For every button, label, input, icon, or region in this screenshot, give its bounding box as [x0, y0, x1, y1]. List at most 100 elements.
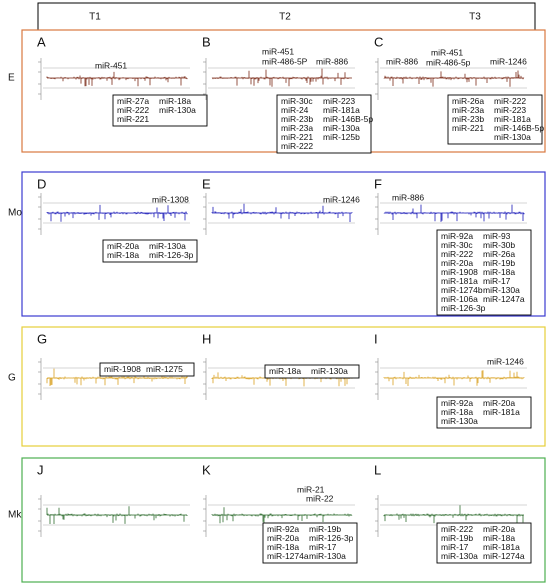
mirna-box-item: miR-1274a [483, 551, 525, 561]
mirna-box-item: miR-181a [323, 105, 360, 115]
mirna-box-item: miR-20a [267, 533, 299, 543]
mirna-box-item: miR-1274b [441, 285, 483, 295]
mirna-box-item: miR-18a [107, 250, 139, 260]
mirna-box: miR-18a miR-130a [264, 364, 360, 379]
panel-letter: A [37, 34, 46, 49]
mirna-box: miR-92amiR-30cmiR-222miR-20amiR-1908miR-… [436, 229, 532, 316]
mirna-box-item: miR-181a [483, 407, 520, 417]
mirna-box: miR-222miR-19bmiR-17miR-130amiR-20amiR-1… [436, 522, 532, 564]
mirna-box-item: miR-130a [309, 551, 346, 561]
mirna-label: miR-21 [297, 484, 325, 494]
panel-letter: L [374, 462, 381, 477]
column-header: T1 [89, 12, 101, 23]
mirna-label: miR-1246 [323, 194, 360, 204]
mirna-box-item: miR-93 [483, 231, 511, 241]
mirna-box-item: miR-19b [483, 258, 515, 268]
mirna-box-item: miR-130a [483, 285, 520, 295]
mirna-box-item: miR-92a [441, 398, 473, 408]
panel-letter: D [37, 176, 46, 191]
mirna-label: miR-886 [316, 56, 348, 66]
mirna-box-item: miR-18a [441, 407, 473, 417]
mirna-label: miR-886 [386, 56, 418, 66]
panel-letter: E [202, 176, 211, 191]
mirna-box-item: miR-26a [483, 249, 515, 259]
mirna-box-item: miR-130a [159, 105, 196, 115]
mirna-label: miR-486-5p [426, 57, 471, 67]
mirna-box-item: miR-130a [441, 551, 478, 561]
mirna-box-item: miR-221 [452, 123, 484, 133]
mirna-label: miR-1246 [490, 56, 527, 66]
mirna-box-item: miR-19b [309, 524, 341, 534]
mirna-box-item: miR-125b [323, 132, 360, 142]
row-label: G [8, 373, 16, 384]
row-box [21, 171, 546, 317]
mirna-box-item: miR-221 [117, 114, 149, 124]
mirna-box-item: miR-181a [441, 276, 478, 286]
panel-letter: K [202, 462, 211, 477]
mirna-box-item: miR-30c [281, 96, 313, 106]
mirna-box-item: miR-126-3p [149, 250, 194, 260]
panel-letter: B [202, 34, 211, 49]
panel-letter: J [37, 462, 44, 477]
mirna-label: miR-1246 [487, 356, 524, 366]
mirna-box-item: miR-1275 [146, 364, 183, 374]
mirna-box-item: miR-221 [281, 132, 313, 142]
trace [46, 204, 188, 222]
panel-letter: C [374, 34, 383, 49]
mirna-box-item: miR-146B-5p [323, 114, 373, 124]
mirna-label: miR-886 [392, 192, 424, 202]
row-label: Mo [8, 208, 22, 219]
mirna-label: miR-1308 [152, 194, 189, 204]
mirna-box-frame [112, 94, 208, 127]
mirna-box-item: miR-20a [441, 258, 473, 268]
mirna-box-item: miR-24 [281, 105, 309, 115]
row-label: E [8, 73, 15, 84]
mirna-box-item: miR-18a [483, 267, 515, 277]
mirna-label: miR-451 [95, 60, 127, 70]
mirna-box-item: miR-23a [452, 105, 484, 115]
mirna-box-frame [262, 522, 358, 564]
mirna-box-item: miR-1908 [441, 267, 478, 277]
mirna-label: miR-451 [262, 46, 294, 56]
mirna-box-frame [447, 94, 543, 145]
mirna-box-item: miR-222 [494, 96, 526, 106]
mirna-box-frame [436, 229, 532, 316]
mirna-box: miR-30cmiR-24miR-23bmiR-23amiR-221miR-22… [276, 94, 373, 154]
mirna-box-item: miR-222 [441, 524, 473, 534]
trace [383, 505, 524, 524]
mirna-box-item: miR-18a [483, 533, 515, 543]
panel-letter: I [374, 331, 378, 346]
mirna-box-item: miR-130a [441, 416, 478, 426]
mirna-box-item: miR-30c [441, 240, 473, 250]
mirna-box-item: miR-18a [267, 542, 299, 552]
mirna-box-item: miR-19b [441, 533, 473, 543]
mirna-box-item: miR-17 [309, 542, 337, 552]
mirna-box-frame [276, 94, 372, 154]
mirna-box-item: miR-18a [269, 366, 301, 376]
mirna-box-item: miR-23b [452, 114, 484, 124]
mirna-box-item: miR-130a [323, 123, 360, 133]
column-header: T3 [469, 12, 481, 23]
mirna-box-item: miR-92a [267, 524, 299, 534]
row-label: Mk [8, 510, 22, 521]
mirna-box-item: miR-1274a [267, 551, 309, 561]
mirna-box-item: miR-222 [441, 249, 473, 259]
mirna-box-item: miR-92a [441, 231, 473, 241]
mirna-box: miR-1908 miR-1275 [99, 362, 195, 377]
mirna-box-frame [264, 364, 360, 379]
mirna-box-frame [436, 522, 532, 564]
mirna-box-item: miR-130a [311, 366, 348, 376]
mirna-box-frame [99, 362, 195, 377]
panel-letter: G [37, 331, 47, 346]
mirna-box-item: miR-30b [483, 240, 515, 250]
mirna-label: miR-22 [306, 493, 334, 503]
mirna-box-item: miR-1908 [104, 364, 141, 374]
mirna-box-item: miR-1247a [483, 294, 525, 304]
mirna-box-item: miR-20a [107, 241, 139, 251]
mirna-box-item: miR-223 [323, 96, 355, 106]
mirna-box-item: miR-223 [494, 105, 526, 115]
